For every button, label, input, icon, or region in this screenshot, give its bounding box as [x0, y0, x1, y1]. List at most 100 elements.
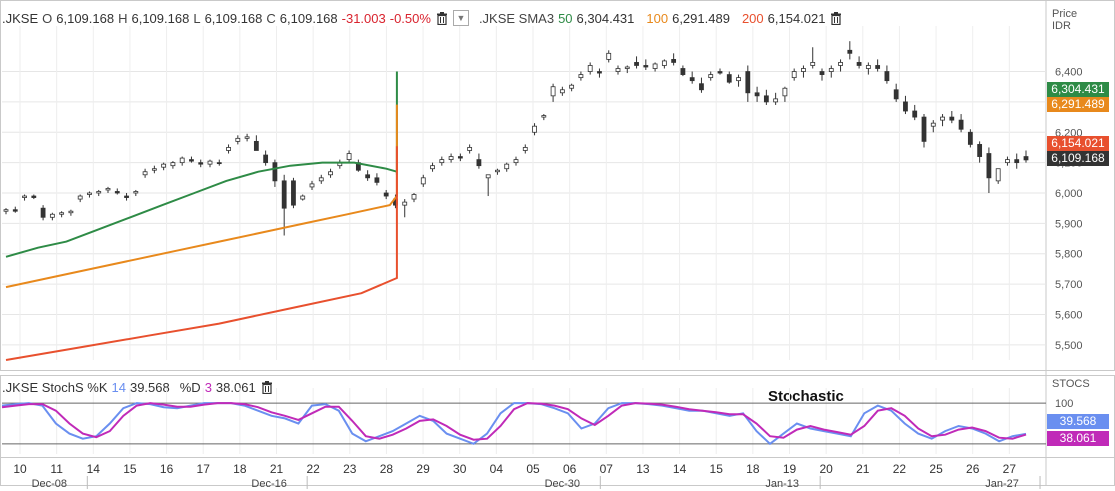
candle-body [680, 68, 686, 75]
candle-body [875, 65, 881, 69]
candle-body [606, 52, 612, 60]
x-day-tick-label: 19 [783, 462, 797, 476]
candle-body [207, 160, 213, 165]
candle-body [587, 65, 593, 72]
candle-body [77, 195, 83, 200]
x-month-tick-label: Dec-16 [251, 478, 286, 490]
candle-body [3, 209, 9, 212]
candle-body [495, 169, 500, 173]
candle-body [773, 98, 779, 103]
candle-body [699, 83, 704, 91]
candle-body [736, 77, 741, 82]
x-day-tick-label: 21 [270, 462, 284, 476]
change-value: -31.003 [341, 10, 386, 26]
price-badge: 6,304.431 [1047, 82, 1109, 97]
candle-body [513, 159, 519, 164]
candle-body [235, 137, 241, 142]
open-label: O [42, 10, 53, 26]
candle-body [995, 168, 1001, 182]
x-day-tick-label: 21 [856, 462, 870, 476]
candle-body [930, 122, 936, 127]
x-day-tick-label: 23 [343, 462, 357, 476]
x-day-tick-label: 13 [636, 462, 650, 476]
x-month-tick-label: Jan-27 [985, 478, 1019, 490]
low-label: L [193, 10, 201, 26]
candle-body [189, 159, 194, 162]
x-day-tick-label: 07 [600, 462, 614, 476]
candle-body [374, 177, 380, 183]
price-tick-label: 5,700 [1055, 279, 1083, 291]
sma200-period: 200 [741, 10, 764, 26]
candle-body [949, 116, 955, 121]
stoch-legend: .JKSE StochS %K 14 39.568 %D 3 38.061 [2, 380, 274, 395]
price-badge: 6,291.489 [1047, 97, 1109, 112]
sma-trash-icon[interactable] [829, 11, 843, 25]
candle-body [272, 162, 278, 182]
candle-body [300, 195, 306, 200]
low-value: 6,109.168 [204, 10, 263, 26]
x-day-tick-label: 14 [673, 462, 687, 476]
candle-body [420, 177, 426, 185]
x-day-tick-label: 16 [160, 462, 174, 476]
candle-body [838, 62, 843, 66]
candle-body [986, 153, 992, 179]
candle-body [745, 71, 751, 94]
x-day-tick-label: 22 [893, 462, 907, 476]
stoch-d-label: %D [179, 380, 201, 395]
high-label: H [118, 10, 128, 26]
candle-body [977, 144, 983, 157]
candle-body [522, 147, 528, 151]
x-day-tick-label: 18 [746, 462, 760, 476]
candle-body [726, 74, 732, 83]
x-month-tick-label: Dec-30 [545, 478, 580, 490]
candle-body [810, 62, 816, 66]
x-month-tick-label: Dec-08 [32, 478, 67, 490]
candle-body [411, 194, 417, 200]
stochastic-title: Stochastic [768, 388, 844, 405]
candle-body [958, 119, 964, 130]
candle-body [448, 156, 454, 160]
close-label: C [266, 10, 276, 26]
candle-body [346, 153, 352, 160]
stoch-trash-icon[interactable] [260, 381, 274, 395]
candle-body [615, 68, 621, 72]
symbol-label: .JKSE [2, 10, 39, 26]
candle-body [216, 162, 222, 165]
x-day-tick-label: 28 [380, 462, 394, 476]
x-day-tick-label: 05 [526, 462, 540, 476]
candle-body [550, 86, 556, 97]
candle-body [689, 77, 695, 82]
x-month-tick-label: Jan-13 [765, 478, 799, 490]
candle-body [569, 84, 575, 89]
sma-200-line [5, 146, 398, 361]
candle-body [801, 68, 806, 72]
chevron-down-icon[interactable]: ▼ [452, 10, 469, 26]
candle-body [328, 171, 333, 176]
stoch-badge: 39.568 [1047, 414, 1109, 429]
candle-body [151, 168, 157, 171]
sma50-period: 50 [558, 10, 573, 26]
candle-body [940, 116, 945, 121]
stoch-k-value: 39.568 [129, 380, 170, 395]
candle-body [643, 65, 649, 68]
price-tick-label: 5,600 [1055, 309, 1083, 321]
candle-body [226, 147, 231, 151]
x-day-tick-label: 10 [13, 462, 27, 476]
price-axis-title-line1: Price [1052, 8, 1078, 20]
x-day-tick-label: 15 [123, 462, 137, 476]
candle-body [1014, 159, 1020, 164]
candle-body [476, 159, 482, 167]
candle-body [559, 89, 565, 94]
candle-body [791, 71, 797, 79]
candle-body [661, 60, 667, 66]
candle-body [383, 192, 389, 197]
x-day-tick-label: 20 [819, 462, 833, 476]
x-day-tick-label: 30 [453, 462, 467, 476]
candle-body [624, 66, 630, 69]
candle-body [652, 63, 658, 69]
candle-body [457, 156, 463, 159]
candle-body [124, 195, 129, 198]
trash-icon[interactable] [435, 11, 449, 25]
candle-body [161, 163, 167, 168]
